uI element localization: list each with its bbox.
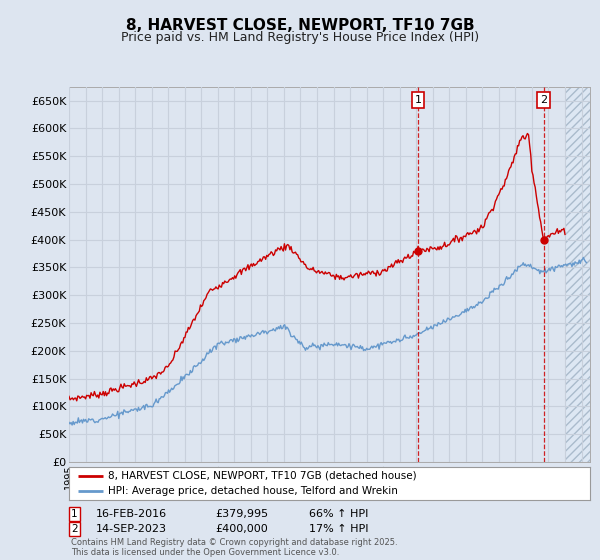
Text: 17% ↑ HPI: 17% ↑ HPI xyxy=(309,524,368,534)
Text: 66% ↑ HPI: 66% ↑ HPI xyxy=(309,509,368,519)
Text: Price paid vs. HM Land Registry's House Price Index (HPI): Price paid vs. HM Land Registry's House … xyxy=(121,31,479,44)
Bar xyxy=(565,87,590,462)
Text: £400,000: £400,000 xyxy=(215,524,268,534)
Bar xyxy=(565,87,590,462)
Text: 16-FEB-2016: 16-FEB-2016 xyxy=(96,509,167,519)
Text: 8, HARVEST CLOSE, NEWPORT, TF10 7GB: 8, HARVEST CLOSE, NEWPORT, TF10 7GB xyxy=(125,18,475,33)
Text: 8, HARVEST CLOSE, NEWPORT, TF10 7GB (detached house): 8, HARVEST CLOSE, NEWPORT, TF10 7GB (det… xyxy=(108,471,416,481)
Text: £379,995: £379,995 xyxy=(215,509,268,519)
Text: 2: 2 xyxy=(540,95,547,105)
Text: Contains HM Land Registry data © Crown copyright and database right 2025.
This d: Contains HM Land Registry data © Crown c… xyxy=(71,538,397,557)
Text: 2: 2 xyxy=(71,524,77,534)
Text: HPI: Average price, detached house, Telford and Wrekin: HPI: Average price, detached house, Telf… xyxy=(108,487,398,496)
Text: 1: 1 xyxy=(71,509,77,519)
Text: 14-SEP-2023: 14-SEP-2023 xyxy=(96,524,167,534)
Text: 1: 1 xyxy=(415,95,422,105)
